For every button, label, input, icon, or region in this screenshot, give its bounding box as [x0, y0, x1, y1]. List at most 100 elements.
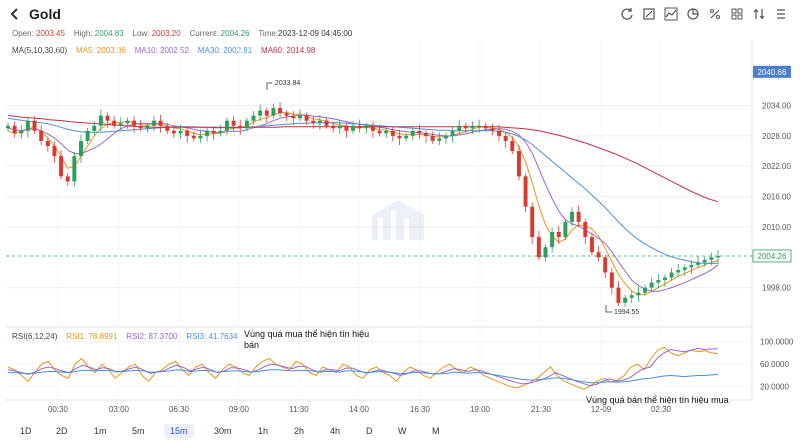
candle-body: [702, 259, 707, 263]
timeframe-bar: 1D 2D 1m 5m 15m 30m 1h 2h 4h D W M: [0, 422, 800, 442]
pie-icon[interactable]: [684, 5, 702, 23]
candle-body: [178, 130, 183, 134]
high-label: High:: [73, 29, 93, 38]
candle-body: [656, 280, 661, 283]
candle-body: [384, 130, 389, 134]
watermark-logo: [372, 200, 424, 240]
tf-2h[interactable]: 2h: [294, 426, 305, 436]
candle-body: [152, 120, 156, 126]
candle-body: [125, 120, 130, 124]
grid: [6, 40, 752, 400]
rsi-ticks: 100.0000 60.0000 20.0000: [760, 338, 794, 392]
time-tick-label: 02:30: [651, 405, 672, 414]
tf-30m[interactable]: 30m: [214, 426, 232, 436]
tf-w[interactable]: W: [398, 426, 407, 436]
candle-body: [563, 221, 568, 238]
candle-body: [244, 120, 249, 129]
rsi2-legend: RSI2: 87.3700: [126, 332, 178, 341]
price-tick-label: 2028.00: [762, 132, 791, 141]
ma-line-ma10: [7, 114, 719, 292]
candle-body: [457, 125, 462, 131]
candle-body: [404, 135, 409, 139]
price-top-tag: [753, 65, 791, 78]
current-label: Current:: [189, 29, 219, 38]
candle-body: [317, 120, 322, 124]
tf-4h[interactable]: 4h: [330, 426, 341, 436]
adjust-icon[interactable]: [750, 5, 768, 23]
candle-body: [191, 135, 196, 139]
candle-body: [158, 120, 163, 126]
percent-icon[interactable]: [706, 5, 724, 23]
tf-1h[interactable]: 1h: [258, 426, 269, 436]
settings-icon[interactable]: [772, 5, 790, 23]
candle-body: [337, 125, 342, 129]
price-tick-label: 2040.66: [758, 68, 787, 77]
compare-icon[interactable]: [662, 5, 680, 23]
price-chart[interactable]: 2040.66 2034.00 2028.00 2022.00 2016.00 2010.…: [0, 0, 800, 422]
candle-body: [470, 125, 475, 129]
candle-body: [556, 232, 561, 238]
candle-body: [105, 115, 110, 121]
candle-body: [271, 108, 276, 116]
candlesticks: [6, 101, 720, 308]
ma60-legend: MA60: 2014.98: [261, 46, 316, 55]
high-marker: 2033.84: [266, 80, 300, 90]
chevron-left-icon[interactable]: [7, 6, 23, 22]
candle-body: [716, 255, 720, 258]
low-value: 2003.20: [151, 29, 181, 38]
fullscreen-icon[interactable]: [640, 5, 658, 23]
candle-body: [424, 133, 429, 136]
ma-legend: MA(5,10,30,60) MA5: 2003.36 MA10: 2002.5…: [12, 46, 315, 55]
candle-body: [304, 115, 309, 121]
candle-body: [6, 125, 10, 129]
tf-d[interactable]: D: [366, 426, 373, 436]
candle-body: [596, 252, 601, 258]
tf-2d[interactable]: 2D: [56, 426, 68, 436]
tf-1d[interactable]: 1D: [20, 426, 32, 436]
refresh-icon[interactable]: [618, 5, 636, 23]
candle-body: [98, 115, 103, 126]
candle-body: [497, 130, 502, 136]
candle-body: [264, 110, 269, 116]
candle-body: [570, 211, 574, 222]
rsi-tick-label: 100.0000: [760, 338, 794, 347]
time-tick-label: 00:30: [48, 405, 69, 414]
candle-body: [251, 115, 256, 121]
tf-15m[interactable]: 15m: [164, 424, 194, 438]
candle-body: [516, 151, 521, 177]
candle-body: [284, 113, 289, 116]
candle-body: [696, 262, 701, 265]
candle-body: [377, 130, 382, 134]
candle-body: [417, 130, 422, 134]
ma5-legend: MA5: 2003.36: [76, 46, 126, 55]
candle-body: [238, 125, 243, 129]
tf-5m[interactable]: 5m: [132, 426, 145, 436]
price-tick-label: 2022.00: [762, 162, 791, 171]
candle-body: [65, 176, 70, 182]
ma30-legend: MA30: 2002.81: [197, 46, 253, 55]
layout-icon[interactable]: [728, 5, 746, 23]
candle-body: [224, 120, 229, 131]
rsi-tick-label: 20.0000: [760, 383, 789, 392]
toolbar: [618, 5, 790, 23]
candle-body: [623, 297, 628, 303]
candle-body: [503, 135, 508, 141]
candle-body: [643, 287, 647, 293]
candle-body: [72, 156, 77, 182]
candle-body: [291, 115, 296, 119]
tf-1m[interactable]: 1m: [94, 426, 107, 436]
candle-body: [12, 125, 17, 134]
tf-m[interactable]: M: [432, 426, 440, 436]
candle-body: [218, 130, 223, 134]
candle-body: [171, 130, 176, 134]
candle-body: [59, 156, 64, 177]
candle-body: [662, 277, 667, 281]
time-tick-label: 19:00: [470, 405, 491, 414]
candle-body: [636, 292, 641, 296]
candle-body: [390, 130, 395, 136]
price-ticks: 2040.66 2034.00 2028.00 2022.00 2016.00 2010.…: [753, 65, 791, 293]
candle-body: [331, 125, 336, 129]
rsi-label: RSI(6,12,24): [12, 332, 58, 341]
candle-body: [676, 269, 681, 273]
candle-body: [364, 125, 369, 129]
